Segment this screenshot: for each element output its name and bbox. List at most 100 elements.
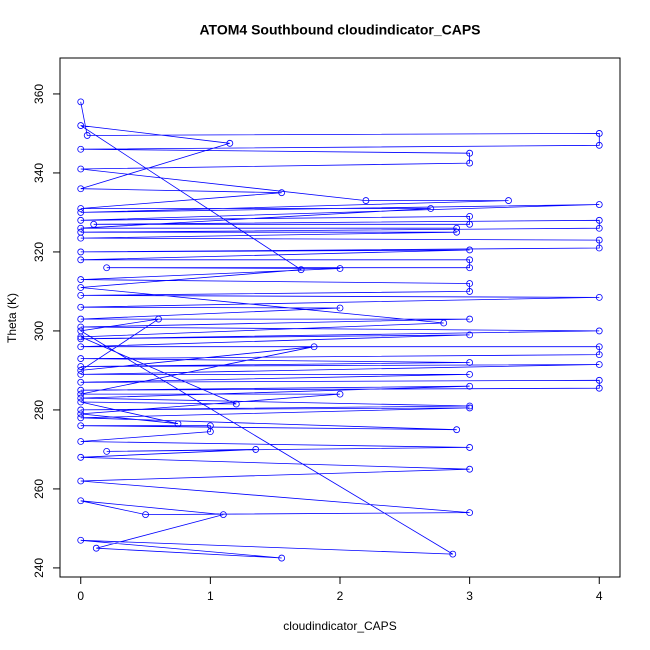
data-point xyxy=(595,216,603,224)
data-point xyxy=(466,159,474,167)
data-point xyxy=(595,201,603,208)
data-point xyxy=(77,234,85,242)
data-point xyxy=(466,149,474,157)
data-point xyxy=(595,244,603,252)
data-point xyxy=(278,189,286,197)
data-point xyxy=(453,228,461,236)
data-point xyxy=(362,197,370,204)
data-point xyxy=(336,265,344,272)
y-tick-label: 260 xyxy=(32,479,46,499)
data-point xyxy=(595,327,603,335)
y-tick-label: 240 xyxy=(32,558,46,578)
chart-title: ATOM4 Southbound cloudindicator_CAPS xyxy=(199,22,480,38)
x-tick-label: 0 xyxy=(77,589,84,603)
data-point xyxy=(466,220,474,228)
data-point xyxy=(278,554,286,562)
data-point xyxy=(77,477,85,485)
data-point xyxy=(77,209,85,216)
data-point xyxy=(595,236,603,244)
data-point xyxy=(174,420,182,428)
y-axis-label: Theta (K) xyxy=(5,293,19,343)
data-point xyxy=(77,291,85,299)
data-point xyxy=(219,511,227,518)
data-point xyxy=(90,220,98,228)
data-point xyxy=(77,315,85,323)
data-point xyxy=(595,293,603,301)
data-point xyxy=(595,224,603,232)
data-point xyxy=(77,185,85,193)
data-point xyxy=(77,370,85,378)
data-point xyxy=(77,410,85,418)
data-point xyxy=(77,256,85,264)
data-point xyxy=(77,333,85,341)
data-point xyxy=(440,319,448,327)
data-point xyxy=(83,132,91,139)
data-point xyxy=(595,141,603,149)
data-point xyxy=(595,384,603,392)
data-point xyxy=(466,288,474,295)
x-axis-label: cloudindicator_CAPS xyxy=(283,619,396,633)
data-point xyxy=(466,370,474,378)
data-point xyxy=(466,509,474,517)
plot-frame xyxy=(59,57,621,578)
data-point xyxy=(466,444,474,451)
data-point xyxy=(77,398,85,406)
data-point xyxy=(77,536,85,544)
data-point xyxy=(77,390,85,398)
data-point xyxy=(427,205,435,212)
data-point xyxy=(103,447,111,455)
data-point xyxy=(453,426,461,434)
data-point xyxy=(77,414,85,422)
data-point xyxy=(466,264,474,272)
data-point xyxy=(77,165,85,173)
data-point xyxy=(77,145,85,153)
data-point xyxy=(77,303,85,311)
x-tick-label: 3 xyxy=(466,589,473,603)
data-point xyxy=(77,205,85,212)
data-point xyxy=(206,428,214,436)
data-point xyxy=(466,465,474,473)
data-point xyxy=(77,367,85,374)
data-point xyxy=(77,378,85,386)
data-point xyxy=(77,343,85,351)
data-point xyxy=(297,266,305,274)
x-tick-label: 2 xyxy=(337,589,344,603)
data-point xyxy=(77,335,85,343)
data-point xyxy=(155,315,162,323)
data-point xyxy=(595,351,603,359)
data-point xyxy=(466,359,474,366)
data-point xyxy=(92,544,100,552)
data-point xyxy=(77,363,85,370)
data-point xyxy=(77,276,85,283)
data-point xyxy=(77,216,85,224)
data-point xyxy=(466,246,474,254)
x-tick-label: 4 xyxy=(596,589,603,603)
y-tick-label: 340 xyxy=(32,163,46,183)
data-point xyxy=(466,256,474,264)
data-point xyxy=(466,402,474,410)
data-point xyxy=(77,406,85,414)
data-point xyxy=(103,264,111,272)
data-point xyxy=(310,343,318,351)
y-tick-label: 360 xyxy=(32,84,46,104)
y-tick-label: 320 xyxy=(32,242,46,262)
data-point xyxy=(77,98,85,106)
data-point xyxy=(466,280,474,287)
data-point xyxy=(466,315,474,323)
data-point xyxy=(453,224,461,232)
data-point xyxy=(77,386,85,394)
data-point xyxy=(142,511,149,518)
data-point xyxy=(77,248,85,256)
data-point xyxy=(595,130,603,137)
data-point xyxy=(595,361,603,368)
data-point xyxy=(466,382,474,390)
data-point xyxy=(226,139,234,147)
y-tick-label: 300 xyxy=(32,321,46,341)
data-point xyxy=(77,394,85,402)
data-point xyxy=(77,438,85,445)
data-point xyxy=(77,497,85,505)
data-point xyxy=(505,197,512,204)
data-point xyxy=(77,453,85,461)
